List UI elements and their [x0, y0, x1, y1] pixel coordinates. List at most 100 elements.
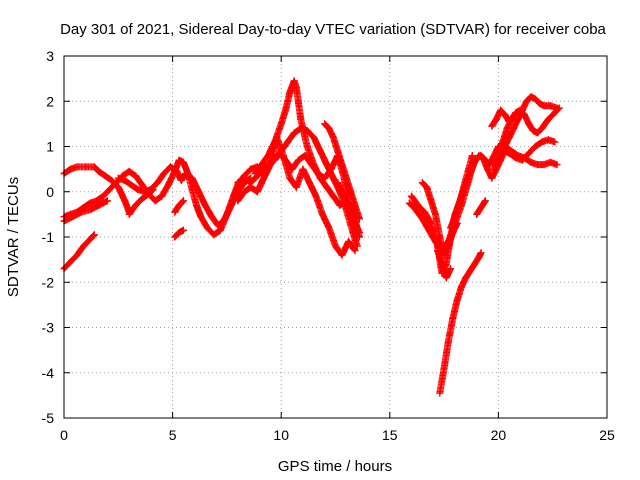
data-point	[408, 192, 416, 200]
data-point	[338, 161, 346, 169]
series-21	[436, 249, 485, 397]
data-point	[90, 163, 98, 171]
data-point	[182, 170, 190, 178]
data-point	[86, 206, 94, 214]
data-point	[216, 226, 224, 234]
data-point	[468, 152, 476, 160]
data-point	[175, 201, 183, 209]
y-tick-label: 1	[46, 139, 54, 155]
data-point	[501, 143, 509, 150]
series-3-markers	[60, 197, 111, 225]
data-point	[195, 188, 203, 196]
x-tick-label: 25	[599, 427, 615, 443]
data-point	[536, 100, 544, 108]
data-point	[240, 188, 248, 196]
data-point	[481, 156, 489, 164]
data-point	[301, 152, 309, 160]
series-14	[334, 179, 363, 236]
data-point	[334, 179, 342, 187]
data-point	[553, 161, 561, 169]
data-point	[547, 158, 555, 166]
data-point	[345, 238, 353, 246]
data-point	[455, 199, 463, 207]
data-point	[103, 197, 111, 205]
data-point	[295, 156, 303, 164]
data-point	[329, 133, 337, 141]
data-point	[312, 192, 320, 200]
data-marks	[60, 77, 563, 397]
data-point	[342, 201, 350, 209]
y-tick-label: 0	[46, 184, 54, 200]
data-point	[453, 296, 461, 304]
data-point	[175, 228, 183, 236]
data-point	[221, 215, 229, 223]
data-point	[510, 124, 518, 132]
data-point	[240, 174, 248, 182]
series-22	[473, 197, 489, 218]
data-point	[188, 174, 196, 182]
data-point	[538, 138, 546, 146]
data-point	[544, 136, 552, 144]
data-point	[192, 201, 200, 209]
series-4	[60, 231, 98, 273]
data-point	[282, 106, 290, 114]
data-point	[73, 251, 81, 259]
data-point	[210, 231, 218, 239]
data-point	[125, 210, 133, 218]
data-point	[318, 210, 326, 218]
x-tick-label: 15	[382, 427, 398, 443]
data-point	[247, 165, 255, 173]
chart-title: Day 301 of 2021, Sidereal Day-to-day VTE…	[60, 21, 606, 38]
data-point	[179, 197, 187, 205]
data-point	[138, 181, 146, 189]
data-point	[171, 233, 179, 241]
data-point	[323, 161, 331, 169]
x-tick-label: 0	[60, 427, 68, 443]
data-point	[201, 201, 209, 209]
data-point	[338, 188, 346, 196]
data-point	[473, 210, 481, 218]
data-point	[351, 247, 359, 255]
data-point	[457, 283, 465, 291]
data-point	[451, 213, 459, 221]
series-19	[447, 152, 476, 232]
data-point	[314, 170, 322, 178]
data-point	[421, 208, 429, 216]
data-point	[494, 152, 502, 160]
series-12	[234, 133, 359, 259]
data-point	[442, 274, 450, 282]
data-point	[106, 185, 114, 193]
plot-frame	[63, 55, 608, 419]
data-point	[255, 170, 263, 178]
data-point	[114, 183, 122, 191]
data-point	[540, 102, 548, 110]
series-19-markers	[447, 152, 476, 232]
data-point	[464, 167, 472, 175]
data-point	[527, 158, 535, 166]
data-point	[523, 97, 531, 105]
data-point	[316, 147, 324, 155]
data-point	[431, 210, 439, 218]
data-point	[447, 265, 455, 273]
data-point	[466, 267, 474, 275]
data-point	[329, 192, 337, 200]
data-point	[423, 183, 431, 191]
data-point	[303, 143, 311, 150]
data-point	[490, 165, 498, 173]
data-point	[112, 179, 120, 187]
data-point	[299, 165, 307, 173]
data-point	[533, 129, 541, 137]
y-tick-label: -2	[42, 274, 55, 290]
data-point	[497, 106, 505, 114]
data-point	[525, 149, 533, 157]
data-point	[425, 226, 433, 234]
data-point	[332, 242, 339, 250]
data-point	[347, 188, 355, 196]
y-tick-label: 3	[46, 48, 54, 64]
y-tick-label: -3	[42, 320, 55, 336]
data-point	[531, 143, 539, 150]
data-point	[286, 88, 294, 96]
data-point	[310, 133, 318, 141]
